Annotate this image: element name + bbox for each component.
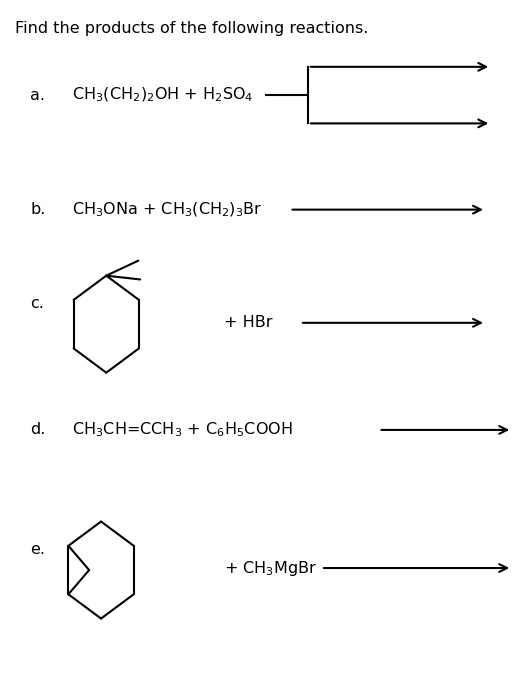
Text: CH$_3$CH=CCH$_3$ + C$_6$H$_5$COOH: CH$_3$CH=CCH$_3$ + C$_6$H$_5$COOH	[72, 421, 293, 439]
Text: e.: e.	[30, 542, 45, 557]
Text: + HBr: + HBr	[224, 315, 272, 330]
Text: CH$_3$(CH$_2$)$_2$OH + H$_2$SO$_4$: CH$_3$(CH$_2$)$_2$OH + H$_2$SO$_4$	[72, 86, 254, 104]
Text: c.: c.	[30, 297, 44, 312]
Text: b.: b.	[30, 202, 46, 217]
Text: + CH$_3$MgBr: + CH$_3$MgBr	[224, 559, 317, 578]
Text: Find the products of the following reactions.: Find the products of the following react…	[15, 21, 368, 36]
Text: CH$_3$ONa + CH$_3$(CH$_2$)$_3$Br: CH$_3$ONa + CH$_3$(CH$_2$)$_3$Br	[72, 201, 263, 219]
Text: a.: a.	[30, 87, 45, 102]
Text: d.: d.	[30, 422, 46, 437]
